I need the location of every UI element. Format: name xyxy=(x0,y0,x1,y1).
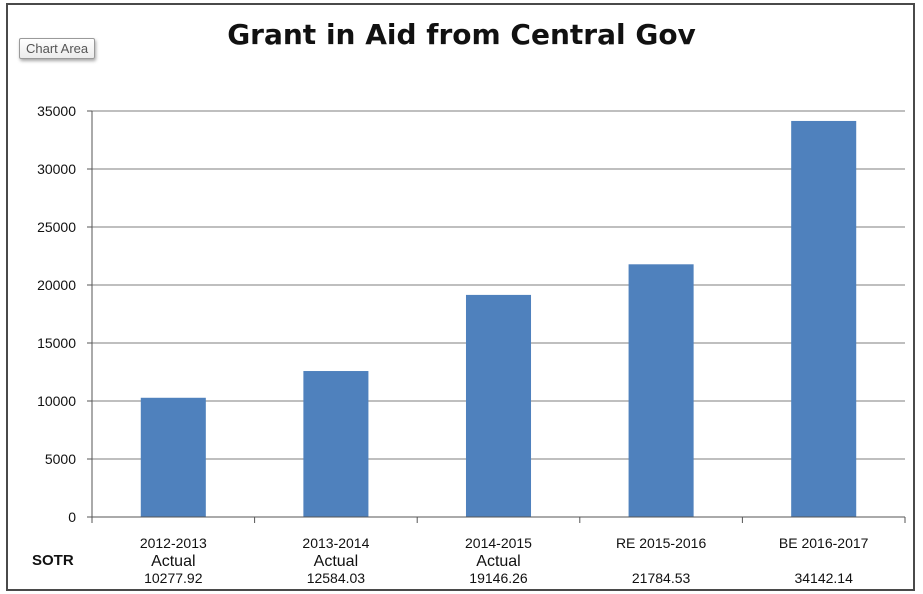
category-sublabel: Actual xyxy=(151,553,195,570)
data-label: 21784.53 xyxy=(632,570,691,586)
category-label: 2013-2014 xyxy=(302,535,369,551)
data-label: 19146.26 xyxy=(469,570,528,586)
data-label: 12584.03 xyxy=(307,570,366,586)
y-tick-label: 35000 xyxy=(37,103,76,119)
category-label: 2012-2013 xyxy=(140,535,207,551)
y-tick-label: 15000 xyxy=(37,335,76,351)
y-tick-label: 20000 xyxy=(37,277,76,293)
y-tick-label: 10000 xyxy=(37,393,76,409)
category-label: 2014-2015 xyxy=(465,535,532,551)
row-label-sotr: SOTR xyxy=(32,552,74,569)
chart-area-tooltip: Chart Area xyxy=(19,38,96,59)
bar xyxy=(140,397,206,517)
category-label: RE 2015-2016 xyxy=(616,535,707,551)
chart-title: Grant in Aid from Central Gov xyxy=(227,18,696,51)
bar xyxy=(628,264,694,517)
data-label: 10277.92 xyxy=(144,570,203,586)
bar xyxy=(303,371,369,517)
y-tick-label: 0 xyxy=(68,509,76,525)
y-tick-label: 5000 xyxy=(45,451,76,467)
category-sublabel: Actual xyxy=(314,553,358,570)
bar xyxy=(791,120,857,518)
category-sublabel: Actual xyxy=(476,553,520,570)
data-label: 34142.14 xyxy=(794,570,853,586)
category-label: BE 2016-2017 xyxy=(779,535,869,551)
y-tick-label: 30000 xyxy=(37,161,76,177)
y-tick-label: 25000 xyxy=(37,219,76,235)
bar xyxy=(465,294,532,517)
